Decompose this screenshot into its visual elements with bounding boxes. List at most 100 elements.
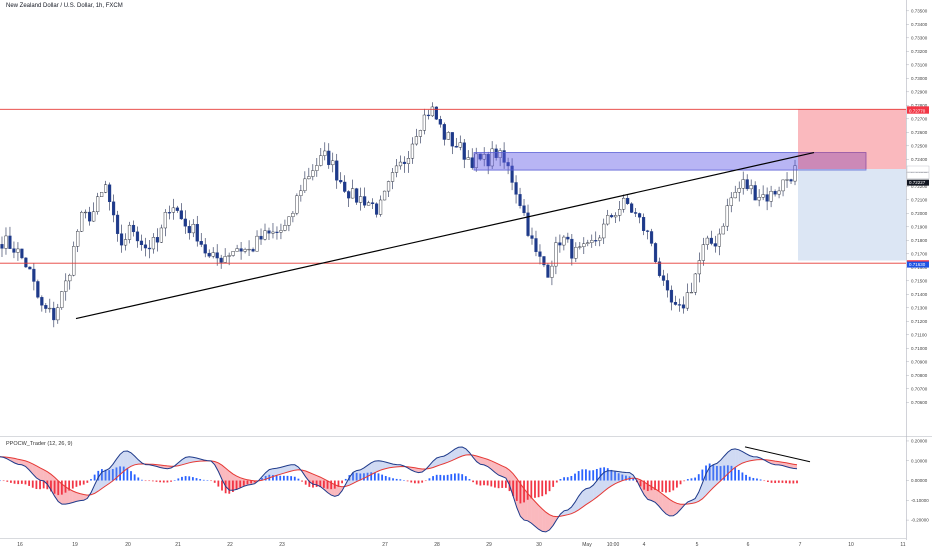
candle: [12, 248, 16, 253]
ppo-histogram-bar: [756, 478, 758, 481]
ppo-fill-segment: [451, 449, 455, 461]
ppo-histogram-bar: [141, 479, 143, 481]
ppo-histogram-bar: [228, 480, 231, 494]
ppo-fill-segment: [727, 449, 732, 474]
candle: [100, 192, 104, 197]
price-tag-box: [907, 261, 929, 268]
ppo-histogram-bar: [97, 470, 100, 481]
candle: [622, 197, 626, 210]
ppo-fill-segment: [709, 464, 714, 492]
ppo-histogram-bar: [100, 469, 103, 481]
ppo-histogram-bar: [770, 480, 773, 483]
candle: [167, 212, 171, 214]
ppo-fill-segment: [615, 471, 619, 484]
ppo-fill-segment: [29, 462, 33, 475]
ppo-histogram-bar: [599, 467, 602, 481]
ppo-histogram-bar: [490, 480, 493, 487]
ppo-fill-segment: [272, 468, 277, 477]
candle: [195, 223, 199, 242]
candle: [219, 257, 223, 263]
candle: [299, 190, 303, 196]
candle: [534, 238, 538, 252]
candle: [430, 106, 434, 117]
candle: [263, 230, 267, 240]
ppo-fill-segment: [458, 446, 463, 458]
price-tick-label: 0.72900: [911, 89, 928, 94]
price-tick-label: 0.72100: [911, 197, 928, 202]
ppo-fill-segment: [618, 471, 623, 483]
ppo-fill-segment: [61, 483, 66, 505]
ppo-fill-segment: [673, 501, 677, 516]
ppo-fill-segment: [484, 458, 488, 467]
ppo-histogram-bar: [330, 480, 333, 490]
ppo-histogram-bar: [745, 474, 747, 481]
candle: [793, 165, 797, 182]
candle: [347, 191, 351, 199]
ppo-histogram-bar: [497, 480, 500, 489]
ppo-histogram-bar: [559, 479, 562, 481]
candle: [36, 281, 40, 298]
ppo-histogram-bar: [166, 480, 169, 483]
candle: [737, 187, 741, 193]
ppo-fill-segment: [382, 461, 386, 470]
price-tag-label: 0.71630: [909, 262, 926, 267]
ppo-histogram-bar: [170, 480, 172, 482]
ppo-histogram-bar: [479, 480, 482, 486]
ppo-histogram-bar: [548, 480, 551, 492]
ppo-fill-segment: [312, 474, 317, 485]
ppo-histogram-bar: [726, 465, 729, 481]
candle: [60, 291, 64, 308]
candle: [359, 196, 363, 203]
candle: [323, 150, 327, 156]
price-tag-box: [907, 107, 929, 114]
candle: [44, 305, 48, 309]
ppo-fill-segment: [185, 456, 190, 464]
ppo-fill-segment: [625, 472, 630, 480]
candle: [486, 154, 490, 167]
ppo-fill-segment: [327, 480, 332, 496]
candle: [446, 132, 450, 140]
candle: [697, 260, 701, 275]
ppo-histogram-bar: [781, 480, 784, 483]
ppo-histogram-bar: [0, 480, 1, 482]
ppo-histogram-bar: [188, 476, 191, 481]
ppo-fill-segment: [72, 490, 77, 503]
ppo-fill-segment: [338, 486, 343, 496]
price-tick-label: 0.73500: [911, 8, 928, 13]
ppo-histogram-bar: [399, 479, 402, 481]
candle: [143, 244, 148, 249]
price-tag: 0.72328: [906, 165, 930, 173]
price-tick-label: 0.71400: [911, 292, 928, 297]
ppo-fill-segment: [378, 460, 383, 471]
candle: [311, 170, 315, 177]
ppo-histogram-bar: [337, 480, 340, 487]
candle: [335, 160, 339, 181]
candle: [725, 205, 729, 227]
ppo-fill-segment: [443, 454, 448, 464]
ppo-fill-segment: [662, 493, 666, 514]
ppo-histogram-bar: [534, 480, 536, 498]
ppo-fill-segment: [134, 456, 139, 465]
candle: [422, 114, 426, 131]
candle: [434, 106, 438, 120]
ppo-histogram-bar: [108, 470, 111, 481]
supply-zone: [473, 152, 867, 171]
candle: [394, 165, 399, 173]
ppo-fill-segment: [309, 472, 313, 485]
ppo-histogram-bar: [544, 480, 547, 495]
ppo-fill-segment: [305, 471, 310, 482]
ppo-histogram-bar: [737, 469, 740, 481]
candle: [574, 246, 578, 259]
ppo-fill-segment: [596, 476, 601, 498]
ppo-histogram-bar: [432, 476, 434, 481]
ppo-fill-segment: [622, 472, 626, 481]
time-label: 28: [434, 542, 440, 548]
candle: [378, 199, 383, 215]
candle: [761, 194, 765, 198]
candle: [649, 231, 654, 244]
ppo-fill: [0, 446, 797, 532]
candle: [721, 225, 725, 235]
ppo-histogram-bar: [301, 480, 303, 482]
indicator-tick-label: -0.10000: [911, 498, 929, 503]
